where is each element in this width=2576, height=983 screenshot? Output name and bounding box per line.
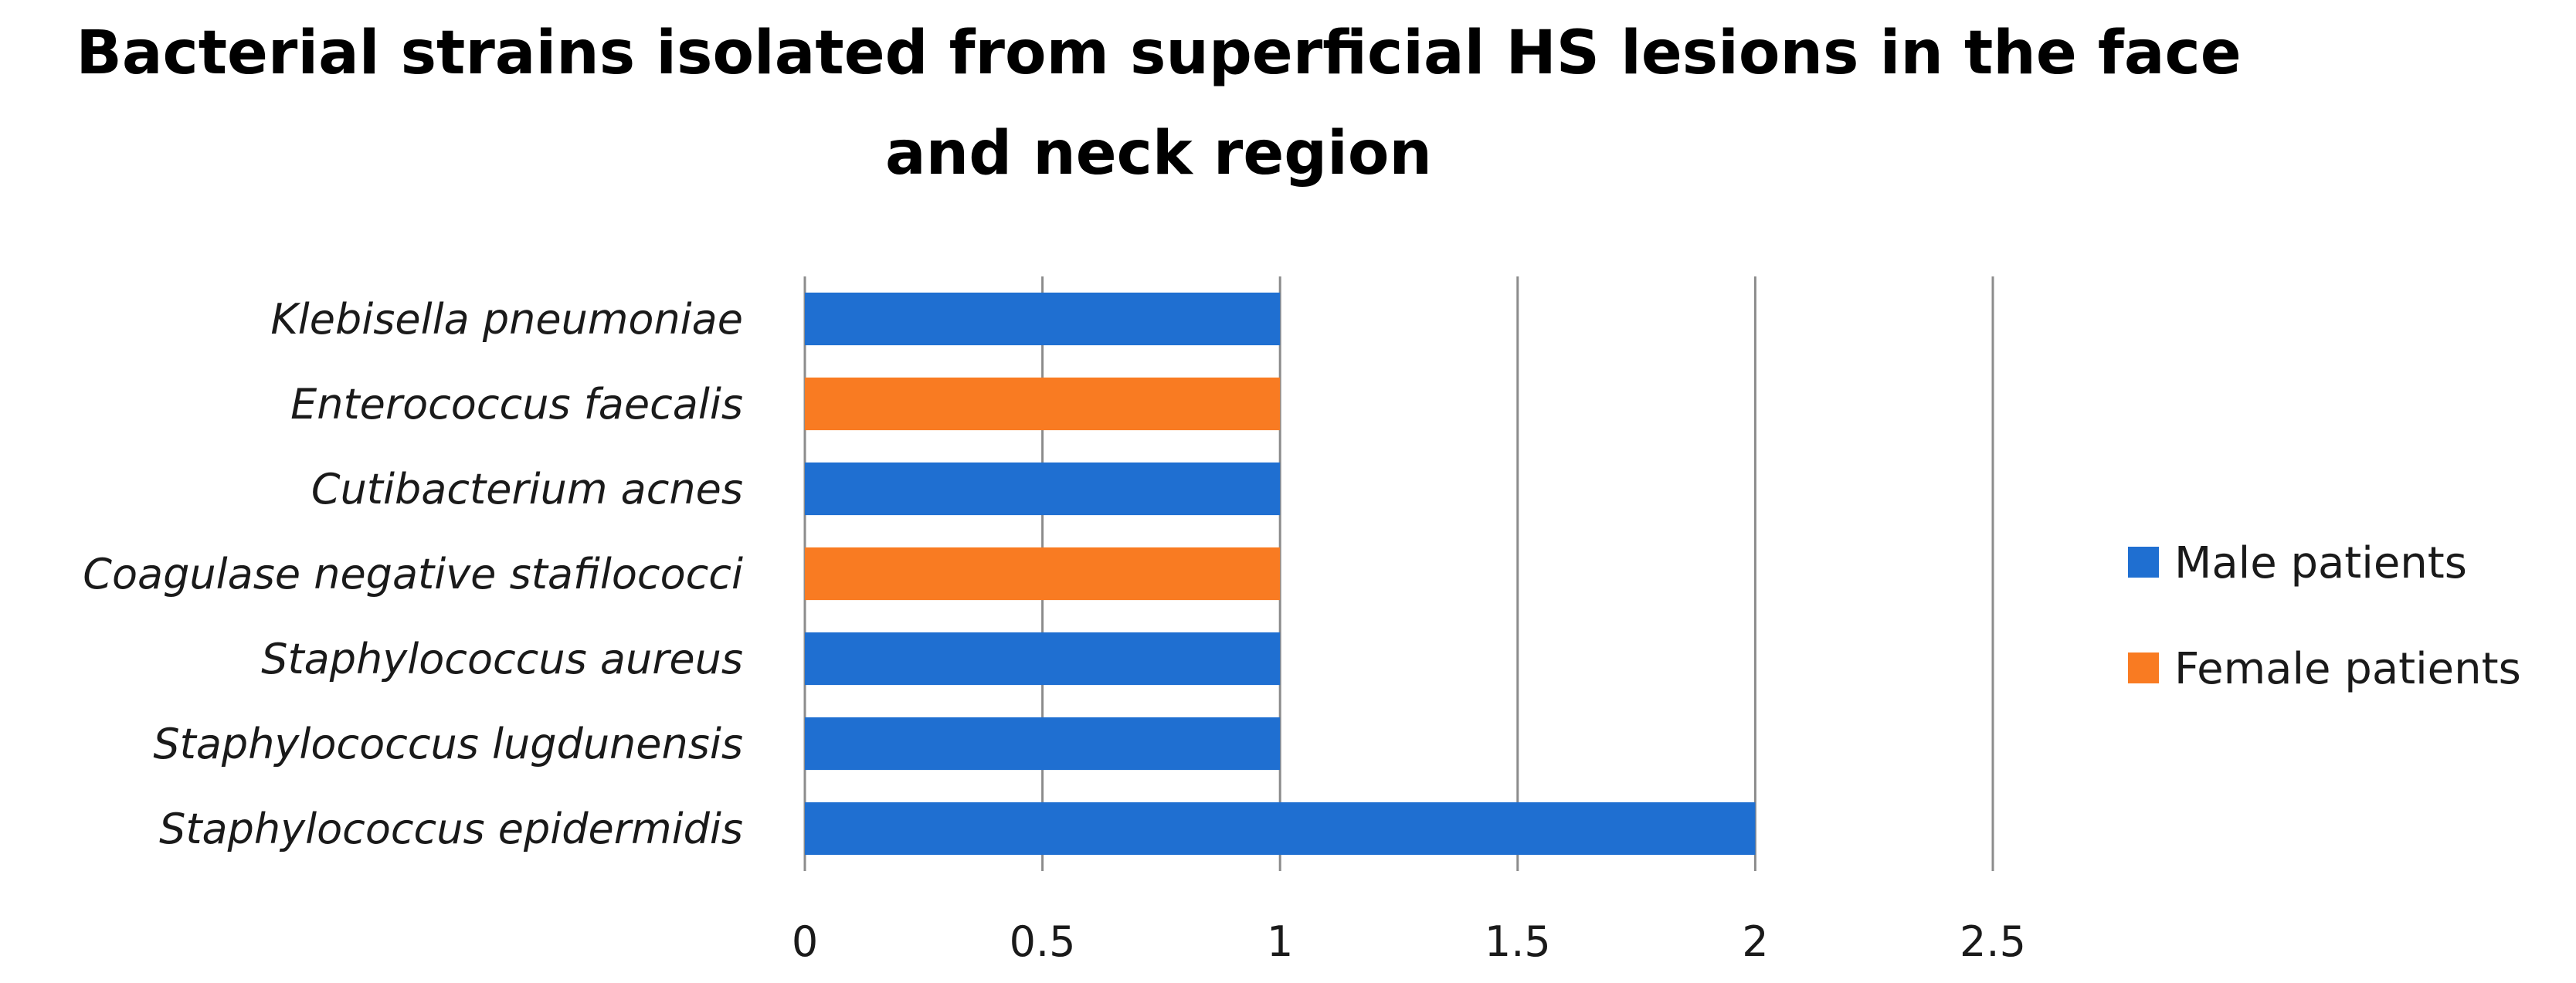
legend-swatch xyxy=(2128,547,2159,578)
x-tick-label: 0 xyxy=(792,917,818,966)
legend-label: Male patients xyxy=(2174,538,2467,588)
plot-area: 0 0.5 1 1.5 2 2.5 Klebisella pneumoniae Enteroc… xyxy=(83,276,2026,966)
bar xyxy=(805,802,1756,856)
x-tick-label: 0.5 xyxy=(1010,917,1076,966)
legend-swatch xyxy=(2128,653,2159,683)
legend-label: Female patients xyxy=(2174,644,2521,694)
bar xyxy=(805,632,1281,686)
x-tick-label: 1.5 xyxy=(1485,917,1551,966)
chart-title-line-2: and neck region xyxy=(885,119,1432,188)
x-tick-label: 2 xyxy=(1742,917,1768,966)
category-label: Staphylococcus lugdunensis xyxy=(153,720,743,768)
category-label: Enterococcus faecalis xyxy=(290,380,743,429)
chart-title: Bacterial strains isolated from superfic… xyxy=(76,19,2241,188)
category-label: Staphylococcus epidermidis xyxy=(159,805,743,853)
bar xyxy=(805,377,1281,431)
bar xyxy=(805,292,1281,346)
chart-title-line-1: Bacterial strains isolated from superfic… xyxy=(76,19,2241,88)
x-tick-label: 2.5 xyxy=(1960,917,2026,966)
bar xyxy=(805,717,1281,771)
category-label: Coagulase negative stafilococci xyxy=(83,550,743,598)
legend: Male patients Female patients xyxy=(2128,538,2521,694)
category-label: Klebisella pneumoniae xyxy=(270,295,743,344)
category-label: Cutibacterium acnes xyxy=(311,465,743,514)
bar xyxy=(805,547,1281,601)
category-label: Staphylococcus aureus xyxy=(261,635,743,683)
bar xyxy=(805,462,1281,516)
x-tick-label: 1 xyxy=(1267,917,1293,966)
